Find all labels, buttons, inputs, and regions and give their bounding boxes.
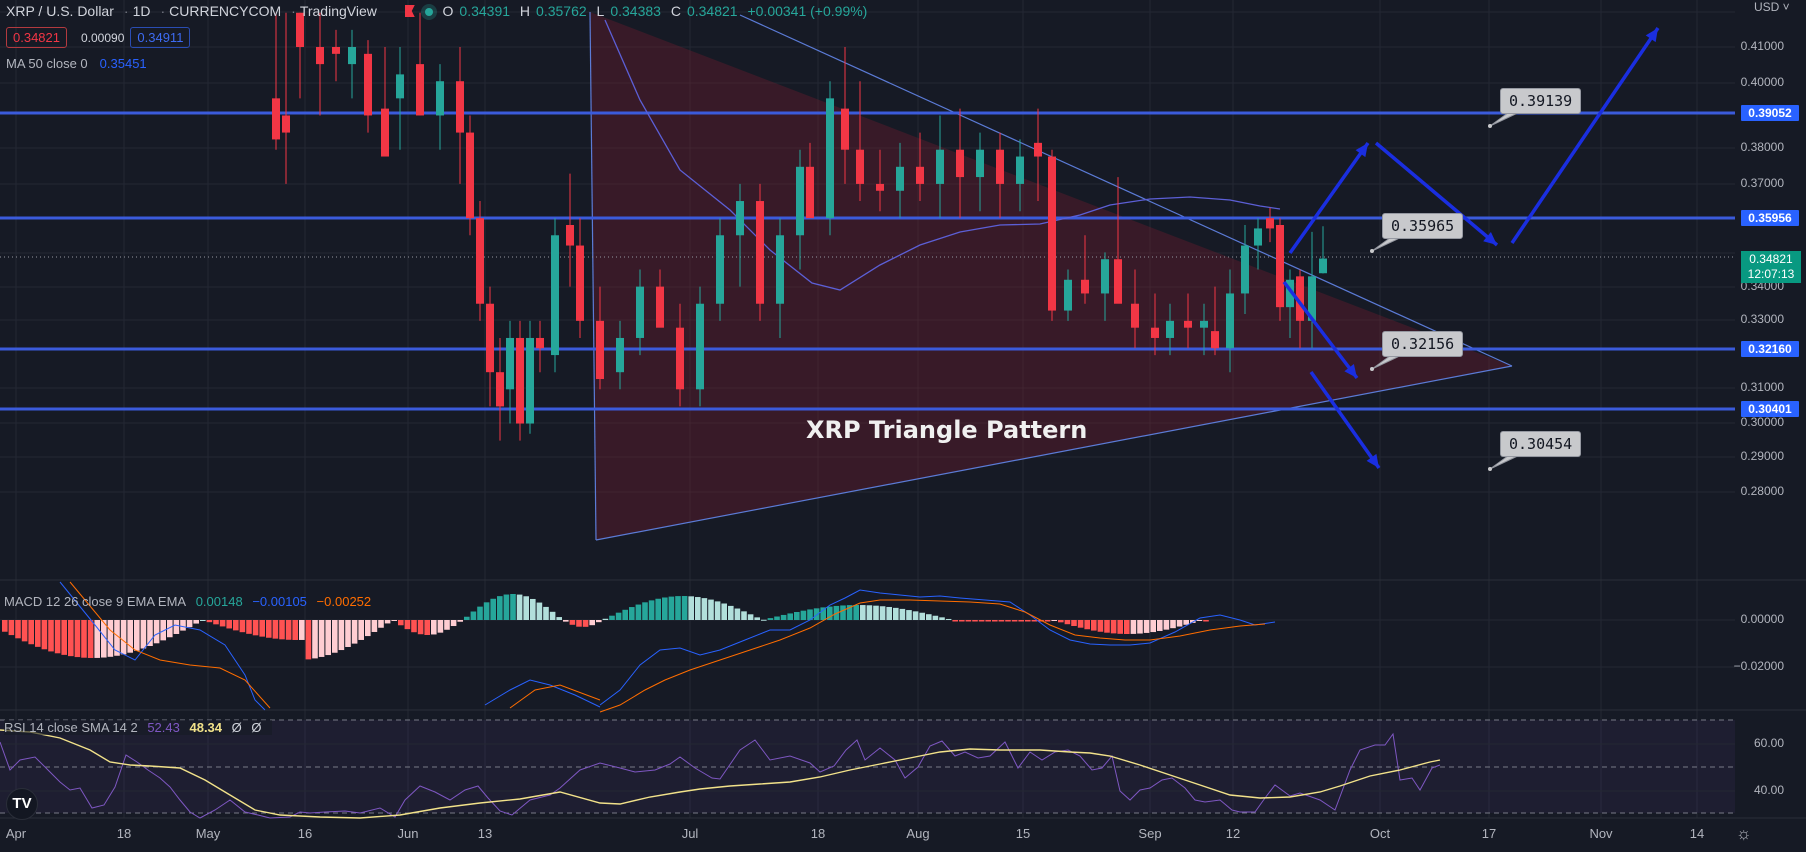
candles (272, 12, 1327, 441)
high-value: 0.35762 (536, 3, 587, 19)
rsi-extra-2: Ø (251, 720, 262, 735)
source: TradingView (299, 3, 377, 19)
macd-tick: 0.00000 (1740, 612, 1784, 626)
price-callout[interactable]: 0.32156 (1382, 331, 1464, 357)
price-callout[interactable]: 0.30454 (1500, 431, 1582, 457)
rsi-legend[interactable]: RSI 14 close SMA 14 2 52.43 48.34 Ø Ø (4, 720, 272, 735)
time-tick: 15 (1015, 826, 1031, 841)
ma-value: 0.35451 (99, 56, 147, 71)
price-tick: 0.38000 (1740, 140, 1784, 154)
macd-tick: −0.02000 (1733, 659, 1784, 673)
time-tick: Apr (5, 826, 27, 841)
level-price-tag: 0.39052 (1741, 105, 1799, 121)
exchange: CURRENCYCOM (169, 3, 282, 19)
level-price-tag: 0.32160 (1741, 341, 1799, 357)
price-tick: 0.41000 (1740, 39, 1784, 53)
price-tick: 0.28000 (1740, 484, 1784, 498)
ma-label: MA 50 close 0 (6, 56, 88, 71)
time-tick: 16 (297, 826, 313, 841)
time-tick: 18 (810, 826, 826, 841)
time-tick: Aug (906, 826, 930, 841)
time-tick: Jun (397, 826, 419, 841)
rsi-tick: 60.00 (1753, 736, 1784, 750)
sell-button[interactable]: 0.34821 (6, 27, 67, 48)
change-value: +0.00341 (+0.99%) (747, 3, 868, 19)
ma-legend[interactable]: MA 50 close 0 0.35451 (6, 56, 153, 71)
tradingview-logo-icon[interactable]: TV (6, 788, 38, 820)
price-callout[interactable]: 0.35965 (1382, 213, 1464, 239)
market-status-icon (424, 8, 433, 16)
price-callout[interactable]: 0.39139 (1500, 88, 1582, 114)
rsi-tick: 40.00 (1753, 783, 1784, 797)
rsi-label: RSI 14 close SMA 14 2 (4, 720, 138, 735)
time-tick: Oct (1369, 826, 1391, 841)
time-tick: Sep (1138, 826, 1162, 841)
buy-button[interactable]: 0.34911 (130, 27, 191, 48)
price-tick: 0.33000 (1740, 312, 1784, 326)
last-price-tag: 0.34821 12:07:13 (1741, 251, 1801, 283)
currency-selector[interactable]: USD ˅ (1754, 0, 1790, 14)
close-value: 0.34821 (686, 3, 738, 19)
macd-signal-value: −0.00252 (316, 594, 372, 609)
buy-sell-panel: 0.34821 0.00090 0.34911 (6, 27, 196, 48)
price-tick: 0.37000 (1740, 176, 1784, 190)
time-tick: May (195, 826, 221, 841)
open-value: 0.34391 (459, 3, 511, 19)
rsi-sma-value: 48.34 (189, 720, 223, 735)
macd-label: MACD 12 26 close 9 EMA EMA (4, 594, 187, 609)
last-price: 0.34821 (1749, 252, 1793, 266)
macd-hist-value: 0.00148 (195, 594, 243, 609)
ohlc-values: O 0.34391 H 0.35762 L 0.34383 C 0.34821 +0.0… (442, 3, 868, 19)
time-tick: 18 (116, 826, 132, 841)
level-price-tag: 0.35956 (1741, 210, 1799, 226)
time-tick: 13 (477, 826, 493, 841)
time-tick: Nov (1589, 826, 1613, 841)
price-tick: 0.31000 (1740, 380, 1784, 394)
rsi-extra-1: Ø (231, 720, 242, 735)
price-tick: 0.30000 (1740, 415, 1784, 429)
time-tick: 12 (1225, 826, 1241, 841)
time-tick: 14 (1689, 826, 1705, 841)
pattern-label[interactable]: XRP Triangle Pattern (806, 416, 1088, 444)
macd-line-value: −0.00105 (252, 594, 307, 609)
settings-gear-icon[interactable]: ☼ (1736, 824, 1752, 843)
price-tick: 0.29000 (1740, 449, 1784, 463)
interval[interactable]: 1D (132, 3, 151, 19)
low-value: 0.34383 (610, 3, 661, 19)
time-tick: Jul (681, 826, 699, 841)
time-tick: 17 (1481, 826, 1497, 841)
level-price-tag: 0.30401 (1741, 401, 1799, 417)
rsi-value: 52.43 (147, 720, 180, 735)
macd-legend[interactable]: MACD 12 26 close 9 EMA EMA 0.00148 −0.00… (4, 594, 377, 609)
price-tick: 0.40000 (1740, 75, 1784, 89)
spread-value: 0.00090 (81, 31, 125, 45)
symbol-legend: XRP / U.S. Dollar · 1D · CURRENCYCOM · Trading… (6, 3, 879, 19)
symbol-name[interactable]: XRP / U.S. Dollar (6, 3, 114, 19)
bar-countdown: 12:07:13 (1747, 267, 1795, 281)
flag-icon[interactable] (404, 5, 415, 17)
